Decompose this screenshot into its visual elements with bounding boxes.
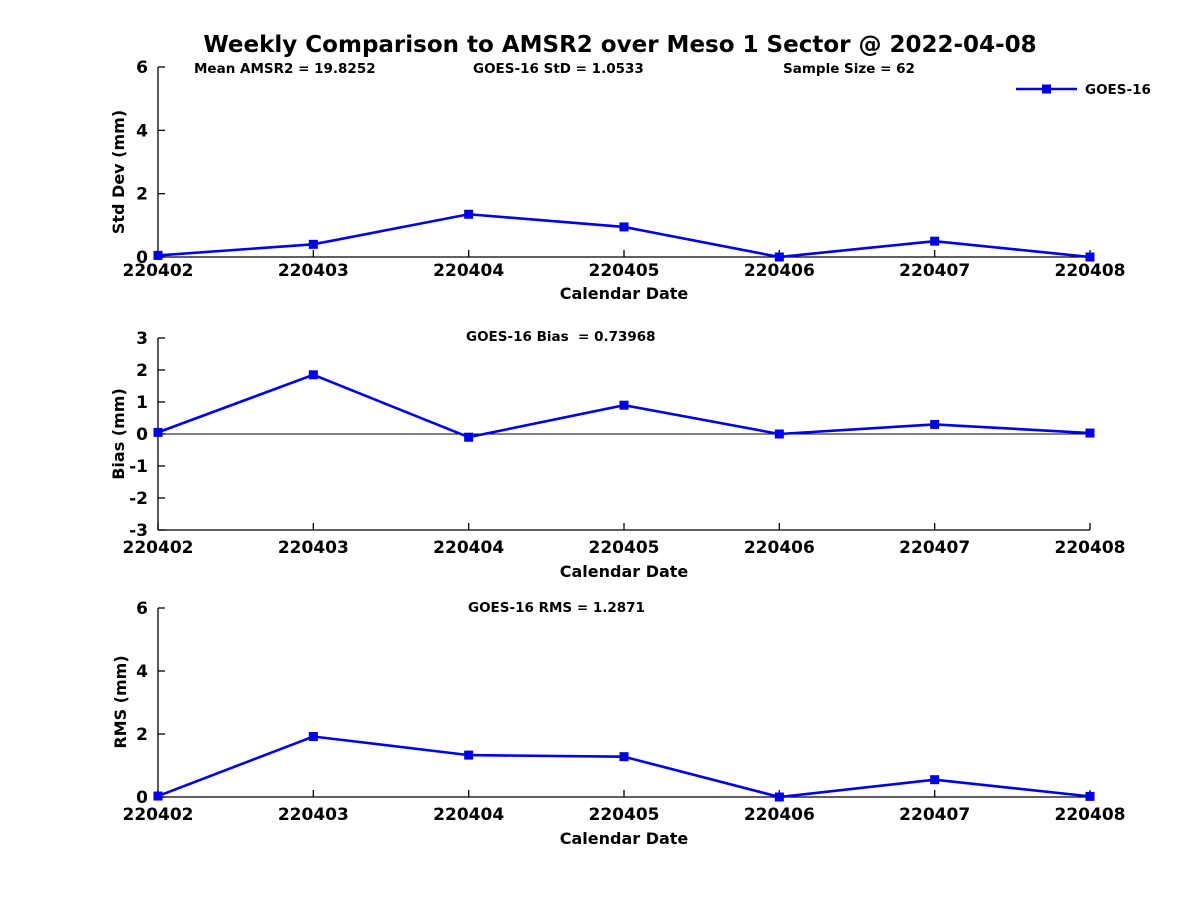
annotation-goes16-rms: GOES-16 RMS = 1.2871: [468, 600, 645, 616]
y-axis-label-stddev: Std Dev (mm): [109, 110, 128, 234]
y-tick-label: -3: [129, 521, 148, 541]
x-tick-label: 220402: [123, 261, 194, 281]
annotation-mean-amsr2: Mean AMSR2 = 19.8252: [194, 61, 376, 77]
data-point-marker: [1085, 791, 1095, 801]
data-point-marker: [619, 400, 629, 410]
y-tick-label: 4: [136, 121, 148, 141]
annotation-sample-size: Sample Size = 62: [783, 61, 915, 77]
series-line: [157, 735, 1091, 799]
x-tick-label: 220403: [278, 261, 349, 281]
legend-label: GOES-16: [1085, 82, 1151, 98]
legend-marker: [1042, 84, 1051, 94]
data-point-marker: [930, 775, 940, 785]
data-point-marker: [308, 370, 318, 380]
data-point-marker: [774, 252, 784, 262]
data-point-marker: [1085, 252, 1095, 262]
y-tick-label: 6: [136, 599, 148, 619]
x-tick-label: 220404: [433, 805, 504, 825]
y-axis-label-bias: Bias (mm): [109, 388, 128, 480]
x-tick-label: 220408: [1055, 805, 1126, 825]
x-axis-label-stddev: Calendar Date: [560, 284, 689, 303]
x-tick-label: 220407: [899, 538, 970, 558]
x-tick-label: 220402: [123, 805, 194, 825]
data-point-marker: [308, 732, 318, 742]
y-tick-label: 6: [136, 58, 148, 78]
x-tick-label: 220404: [433, 538, 504, 558]
x-tick-label: 220406: [744, 805, 815, 825]
y-tick-label: 0: [136, 788, 148, 808]
x-tick-label: 220406: [744, 261, 815, 281]
data-point-marker: [153, 250, 163, 260]
data-point-marker: [153, 791, 163, 801]
plot-area-bias: -3 -2 -1 0 1 2 3 220402 220403 220404 220405 220406…: [123, 329, 1126, 558]
data-point-marker: [464, 432, 474, 442]
x-tick-label: 220403: [278, 538, 349, 558]
x-tick-label: 220405: [589, 261, 660, 281]
y-tick-label: -2: [129, 489, 148, 509]
x-tick-label: 220407: [899, 805, 970, 825]
subplot-rms: 0 2 4 6 220402 220403 220404 220405 220406 220407…: [111, 599, 1125, 848]
x-tick-label: 220408: [1055, 538, 1126, 558]
data-point-marker: [153, 427, 163, 437]
legend: GOES-16: [1016, 82, 1151, 98]
plot-area-stddev: 0 2 4 6 220402 220403 220404 220405 220406 220407…: [123, 58, 1126, 281]
data-point-marker: [930, 236, 940, 246]
y-tick-label: 4: [136, 662, 148, 682]
y-tick-label: 2: [136, 725, 148, 745]
data-point-marker: [1085, 428, 1095, 438]
x-tick-label: 220407: [899, 261, 970, 281]
data-point-marker: [774, 429, 784, 439]
data-point-marker: [619, 222, 629, 232]
y-tick-label: -1: [129, 457, 148, 477]
data-point-marker: [308, 239, 318, 249]
x-tick-label: 220403: [278, 805, 349, 825]
y-tick-label: 2: [136, 185, 148, 205]
y-tick-label: 2: [136, 361, 148, 381]
figure-title: Weekly Comparison to AMSR2 over Meso 1 S…: [203, 32, 1036, 58]
data-point-marker: [464, 750, 474, 760]
y-tick-label: 0: [136, 248, 148, 268]
annotation-goes16-std: GOES-16 StD = 1.0533: [473, 61, 644, 77]
plot-area-rms: 0 2 4 6 220402 220403 220404 220405 220406 220407…: [123, 599, 1126, 825]
annotation-goes16-bias: GOES-16 Bias = 0.73968: [466, 329, 656, 345]
data-point-marker: [619, 752, 629, 762]
y-tick-label: 0: [136, 425, 148, 445]
x-tick-label: 220405: [589, 805, 660, 825]
y-tick-label: 3: [136, 329, 148, 349]
x-tick-label: 220404: [433, 261, 504, 281]
x-tick-label: 220405: [589, 538, 660, 558]
data-point-marker: [930, 419, 940, 429]
x-tick-label: 220402: [123, 538, 194, 558]
x-axis-label-bias: Calendar Date: [560, 562, 689, 581]
subplot-bias: -3 -2 -1 0 1 2 3 220402 220403 220404 220405 220406…: [109, 329, 1125, 581]
x-tick-label: 220406: [744, 538, 815, 558]
data-point-marker: [774, 792, 784, 802]
x-tick-label: 220408: [1055, 261, 1126, 281]
subplot-stddev: 0 2 4 6 220402 220403 220404 220405 220406 220407…: [109, 58, 1125, 303]
y-tick-label: 1: [136, 393, 148, 413]
x-axis-label-rms: Calendar Date: [560, 829, 689, 848]
y-axis-label-rms: RMS (mm): [111, 655, 130, 748]
data-point-marker: [464, 209, 474, 219]
